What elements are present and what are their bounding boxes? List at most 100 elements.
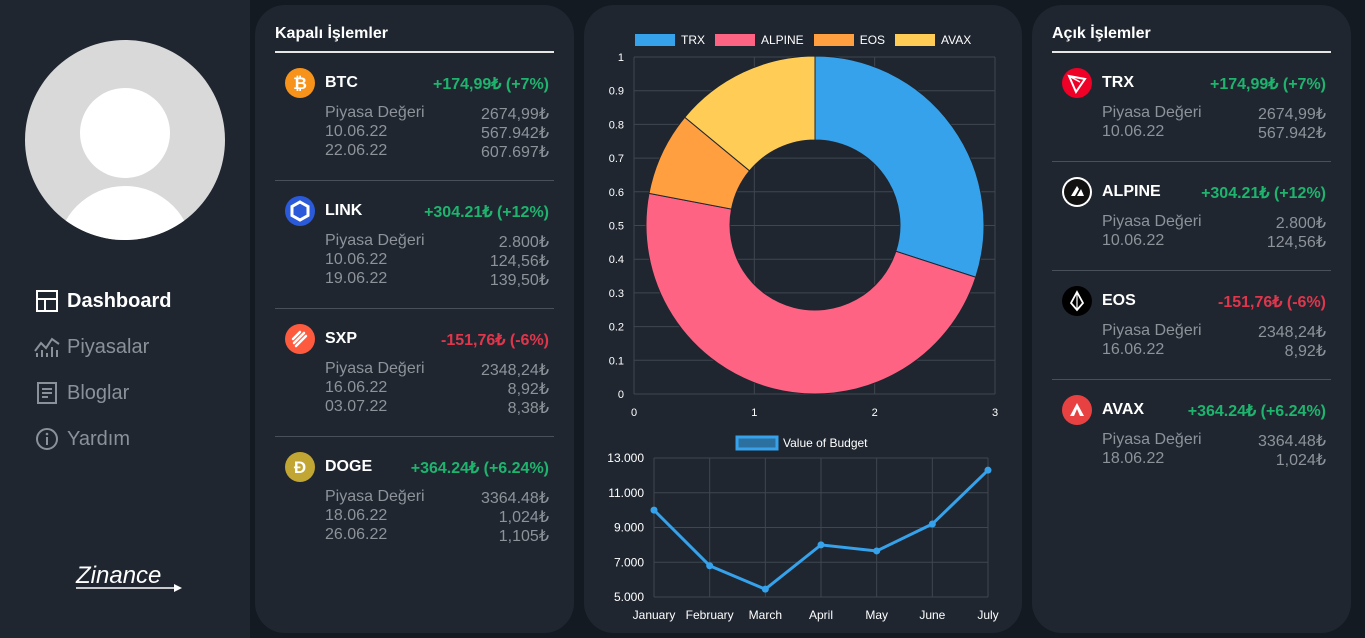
item-divider [1052, 379, 1331, 380]
nav-label: Dashboard [67, 289, 172, 312]
detail-value: 8,38₺ [507, 400, 549, 417]
legend-item-trx[interactable]: TRX [635, 33, 705, 47]
detail-value: 3364.48₺ [480, 490, 549, 507]
price-change: +174,99₺ (+7%) [1209, 76, 1326, 93]
sidebar: Dashboard Piyasalar Bloglar Yardım Zinan… [0, 0, 250, 638]
detail-label: 10.06.22 [1102, 123, 1165, 140]
detail-row: Piyasa Değeri 2.800₺ [325, 232, 549, 252]
x-tick-label: 1 [751, 407, 757, 419]
detail-label: 18.06.22 [325, 507, 388, 524]
coin-symbol: DOGE [325, 458, 373, 475]
legend-label: ALPINE [761, 33, 804, 47]
detail-row: Piyasa Değeri 2348,24₺ [1102, 322, 1326, 342]
detail-value: 567.942₺ [480, 125, 549, 142]
chainlink-icon [285, 196, 315, 226]
nav-label: Yardım [67, 427, 130, 450]
doughnut-chart: 0 0.1 0.2 0.3 0.4 0.5 0.6 0.7 0.8 0.9 1 0 1 2 3 [609, 52, 998, 419]
trade-item-link[interactable]: LINK +304.21₺ (+12%) Piyasa Değeri 2.800₺ 10… [275, 196, 554, 324]
dashboard-icon [34, 288, 60, 314]
detail-value: 2.800₺ [1275, 215, 1326, 232]
trade-item-trx[interactable]: TRX +174,99₺ (+7%) Piyasa Değeri 2674,99₺ 10… [1052, 68, 1331, 177]
item-divider [275, 180, 554, 181]
doughnut-slice-alpine[interactable] [645, 192, 977, 395]
price-change: +364.24₺ (+6.24%) [410, 460, 549, 477]
price-change: +304.21₺ (+12%) [1201, 185, 1326, 202]
line-chart: Value of Budget 5.000 7.000 9.000 11.000 13.0… [607, 435, 999, 622]
doughnut-legend: TRX ALPINE EOS AVAX [635, 33, 981, 47]
svg-text:Ð: Ð [294, 458, 306, 477]
price-change: +304.21₺ (+12%) [424, 204, 549, 221]
data-point[interactable] [984, 466, 992, 474]
avatar[interactable] [25, 40, 225, 240]
open-trades-card: Açık İşlemler TRX +174,99₺ (+7%) Piyasa De… [1032, 5, 1351, 633]
coin-symbol: TRX [1102, 74, 1134, 91]
x-tick-label: June [919, 608, 945, 622]
data-point[interactable] [650, 506, 658, 514]
price-change: -151,76₺ (-6%) [441, 332, 549, 349]
nav-item-dashboard[interactable]: Dashboard [34, 278, 171, 324]
logo-text: Zinance [75, 562, 161, 589]
data-point[interactable] [817, 541, 825, 549]
nav-label: Bloglar [67, 381, 130, 404]
sidebar-nav: Dashboard Piyasalar Bloglar Yardım [34, 278, 171, 462]
bitcoin-icon: ₿ [285, 68, 315, 98]
y-tick-label: 0.6 [609, 187, 624, 199]
detail-label: 26.06.22 [325, 526, 388, 543]
coin-symbol: ALPINE [1102, 183, 1161, 200]
trade-item-btc[interactable]: ₿ BTC +174,99₺ (+7%) Piyasa Değeri 2674,99₺ 1… [275, 68, 554, 196]
x-tick-label: 3 [992, 407, 998, 419]
x-tick-label: 0 [631, 407, 637, 419]
legend-item-alpine[interactable]: ALPINE [715, 33, 804, 47]
detail-row: 16.06.22 8,92₺ [1102, 341, 1326, 361]
trade-item-avax[interactable]: AVAX +364.24₺ (+6.24%) Piyasa Değeri 3364.4… [1052, 395, 1331, 504]
title-divider [275, 51, 554, 53]
legend-swatch [735, 435, 779, 451]
doughnut-slice-trx[interactable] [814, 55, 985, 278]
detail-value: 1,105₺ [498, 528, 549, 545]
detail-label: Piyasa Değeri [325, 104, 425, 121]
detail-label: Piyasa Değeri [1102, 322, 1202, 339]
legend-swatch [895, 34, 936, 46]
tron-icon [1062, 68, 1092, 98]
item-divider [1052, 270, 1331, 271]
svg-text:₿: ₿ [293, 74, 307, 93]
trade-item-sxp[interactable]: SXP -151,76₺ (-6%) Piyasa Değeri 2348,24₺ 16… [275, 324, 554, 452]
coin-symbol: AVAX [1102, 401, 1145, 418]
detail-value: 2348,24₺ [480, 362, 549, 379]
detail-value: 8,92₺ [507, 381, 549, 398]
info-icon [34, 426, 60, 452]
trade-item-eos[interactable]: EOS -151,76₺ (-6%) Piyasa Değeri 2348,24₺ 16… [1052, 286, 1331, 395]
data-point[interactable] [928, 520, 936, 528]
zinance-logo[interactable]: Zinance [74, 557, 184, 593]
legend-item-avax[interactable]: AVAX [895, 33, 971, 47]
y-tick-label: 0 [618, 389, 624, 401]
doughnut-slice-avax[interactable] [684, 55, 816, 172]
document-icon [34, 380, 60, 406]
detail-label: Piyasa Değeri [1102, 213, 1202, 230]
legend-item-eos[interactable]: EOS [813, 33, 885, 47]
data-point[interactable] [761, 585, 769, 593]
charts-card: TRX ALPINE EOS AVAX 0 0.1 0.2 0.3 0.4 0.5 0.6 0.7 0… [584, 5, 1022, 633]
price-change: +364.24₺ (+6.24%) [1187, 403, 1326, 420]
nav-item-piyasalar[interactable]: Piyasalar [34, 324, 171, 370]
data-point[interactable] [873, 547, 881, 555]
card-title: Kapalı İşlemler [275, 25, 388, 42]
alpine-icon [1062, 177, 1092, 207]
trade-item-alpine[interactable]: ALPINE +304.21₺ (+12%) Piyasa Değeri 2.800₺… [1052, 177, 1331, 286]
coin-symbol: SXP [325, 330, 358, 347]
detail-label: Piyasa Değeri [325, 360, 425, 377]
nav-label: Piyasalar [67, 335, 150, 358]
market-chart-icon [34, 334, 60, 360]
detail-label: 10.06.22 [325, 251, 388, 268]
nav-item-yardim[interactable]: Yardım [34, 416, 171, 462]
detail-row: 10.06.22 567.942₺ [325, 123, 549, 143]
detail-row: 10.06.22 567.942₺ [1102, 123, 1326, 143]
nav-item-bloglar[interactable]: Bloglar [34, 370, 171, 416]
detail-row: Piyasa Değeri 2674,99₺ [325, 104, 549, 124]
line-legend[interactable]: Value of Budget [735, 435, 868, 451]
trade-item-doge[interactable]: Ð DOGE +364.24₺ (+6.24%) Piyasa Değeri 3364.… [275, 452, 554, 580]
detail-row: Piyasa Değeri 2674,99₺ [1102, 104, 1326, 124]
legend-swatch [715, 34, 755, 46]
data-point[interactable] [706, 562, 714, 570]
x-tick-label: April [809, 608, 833, 622]
